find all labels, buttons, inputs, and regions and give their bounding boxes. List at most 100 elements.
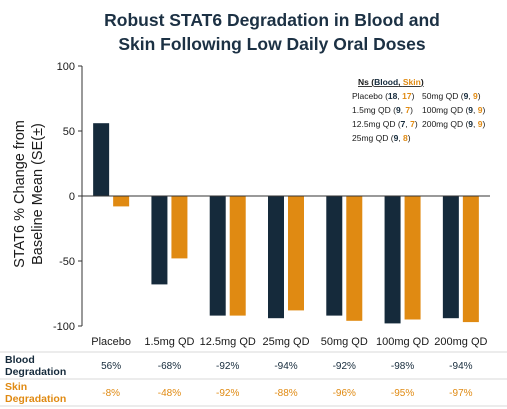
legend-entry-part: 9 <box>478 105 483 115</box>
y-tick-label: 100 <box>57 61 75 73</box>
legend-entry-part: , <box>473 119 478 129</box>
chart-title-line: Robust STAT6 Degradation in Blood and <box>104 10 440 30</box>
chart-title: Robust STAT6 Degradation in Blood and Ski… <box>104 10 440 54</box>
legend-entry-part: ) <box>478 91 481 101</box>
bar-skin <box>404 196 421 320</box>
legend-entry-part: 12.5mg QD ( <box>352 119 401 129</box>
y-tick-label: 0 <box>69 191 75 203</box>
bar-blood <box>151 196 168 285</box>
legend-entry-part: 100mg QD ( <box>422 105 468 115</box>
legend-header-part: Ns ( <box>358 77 374 87</box>
y-axis: 100 50 0 -50 -100 <box>53 61 83 333</box>
x-tick-label: 12.5mg QD <box>200 336 256 348</box>
legend-entry-part: , <box>398 133 403 143</box>
bar-blood <box>93 123 110 196</box>
table-row-label: Blood <box>5 354 35 366</box>
legend-header-part: Skin <box>403 77 421 87</box>
table-cell: -88% <box>274 388 297 399</box>
legend-entry-part: 9 <box>473 91 478 101</box>
x-tick-label: 50mg QD <box>321 336 368 348</box>
y-tick-label: 50 <box>63 126 75 138</box>
legend-entry-part: 9 <box>464 91 469 101</box>
legend-entry-part: , <box>405 119 410 129</box>
legend-entry-part: 9 <box>468 105 473 115</box>
bar-skin <box>346 196 363 321</box>
legend: Ns (Blood, Skin)Placebo (18, 17)1.5mg QD… <box>352 77 486 143</box>
table-cell: 56% <box>101 361 121 372</box>
legend-header-part: Blood <box>374 77 398 87</box>
bar-blood <box>209 196 226 316</box>
table-cell: -8% <box>102 388 120 399</box>
legend-entry-part: 18 <box>388 91 398 101</box>
legend-entry-part: ) <box>408 133 411 143</box>
legend-entry-part: , <box>401 105 406 115</box>
legend-header: Ns (Blood, Skin) <box>358 77 424 87</box>
chart-title-line: Skin Following Low Daily Oral Doses <box>118 34 426 54</box>
bar-skin <box>171 196 188 259</box>
legend-entry-part: 9 <box>396 105 401 115</box>
bar-skin <box>462 196 479 323</box>
x-tick-label: 200mg QD <box>434 336 487 348</box>
x-tick-label: Placebo <box>91 336 131 348</box>
legend-entry-part: , <box>473 105 478 115</box>
legend-entry-part: 1.5mg QD ( <box>352 105 396 115</box>
legend-entry-part: 200mg QD ( <box>422 119 468 129</box>
legend-entry-part: ) <box>412 91 415 101</box>
legend-entry-part: 7 <box>401 119 406 129</box>
y-axis-label: STAT6 % Change from Baseline Mean (SE(±) <box>12 120 46 268</box>
y-tick-label: -100 <box>53 321 75 333</box>
bar-skin <box>113 196 130 207</box>
table-cell: -92% <box>333 361 356 372</box>
bar-skin <box>288 196 304 311</box>
legend-entry: 100mg QD (9, 9) <box>422 105 486 115</box>
table-cell: -48% <box>158 388 181 399</box>
legend-entry-part: 7 <box>405 105 410 115</box>
legend-entry: 25mg QD (9, 8) <box>352 133 411 143</box>
legend-entry-part: 7 <box>410 119 415 129</box>
table-cell: -98% <box>391 361 414 372</box>
table-cell: -92% <box>216 361 239 372</box>
bars <box>93 123 479 324</box>
bar-blood <box>384 196 401 324</box>
legend-entry-part: ) <box>483 119 486 129</box>
legend-entry-part: , <box>468 91 473 101</box>
legend-entry-part: 9 <box>394 133 399 143</box>
legend-entry: Placebo (18, 17) <box>352 91 415 101</box>
table-cell: -92% <box>216 388 239 399</box>
legend-entry-part: ) <box>410 105 413 115</box>
bar-skin <box>229 196 246 316</box>
y-axis-label-line: Baseline Mean (SE(±) <box>30 123 46 265</box>
table-cell: -95% <box>391 388 414 399</box>
legend-header-part: ) <box>421 77 424 87</box>
table-row-label: Degradation <box>5 393 66 405</box>
x-axis: Placebo 1.5mg QD 12.5mg QD 25mg QD 50mg QD 10… <box>82 195 490 348</box>
legend-entry: 50mg QD (9, 9) <box>422 91 481 101</box>
table-cell: -68% <box>158 361 181 372</box>
legend-entry-part: 9 <box>478 119 483 129</box>
table-cell: -94% <box>274 361 297 372</box>
table-row-label: Degradation <box>5 366 66 378</box>
table-cell: -94% <box>449 361 472 372</box>
legend-entry-part: , <box>397 91 402 101</box>
x-tick-label: 1.5mg QD <box>144 336 194 348</box>
table-row-label: Skin <box>5 381 27 393</box>
legend-entry-part: 50mg QD ( <box>422 91 464 101</box>
legend-entry-part: ) <box>415 119 418 129</box>
x-tick-label: 100mg QD <box>376 336 429 348</box>
legend-entry: 200mg QD (9, 9) <box>422 119 486 129</box>
table-cell: -96% <box>333 388 356 399</box>
legend-header-part: , <box>398 77 403 87</box>
legend-entry-part: 9 <box>468 119 473 129</box>
legend-entry-part: Placebo ( <box>352 91 388 101</box>
y-tick-label: -50 <box>59 256 75 268</box>
bar-blood <box>268 196 284 319</box>
legend-entry: 12.5mg QD (7, 7) <box>352 119 418 129</box>
bar-blood <box>442 196 459 319</box>
legend-entry-part: 25mg QD ( <box>352 133 394 143</box>
y-axis-label-line: STAT6 % Change from <box>12 120 28 268</box>
legend-entry-part: 8 <box>403 133 408 143</box>
bar-blood <box>326 196 343 316</box>
legend-entry-part: ) <box>483 105 486 115</box>
